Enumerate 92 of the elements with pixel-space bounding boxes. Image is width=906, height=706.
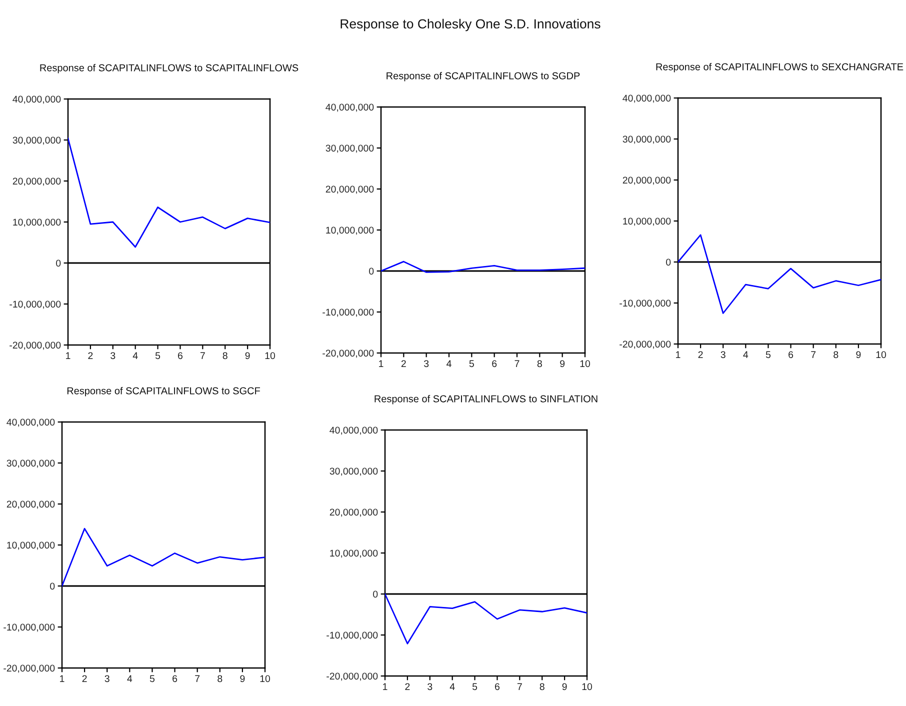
x-tick-label: 1 (383, 683, 388, 690)
y-tick-label: 10,000,000 (13, 218, 61, 227)
y-tick-label: -10,000,000 (620, 300, 671, 308)
y-tick-label: 20,000,000 (330, 508, 378, 517)
y-tick-label: 10,000,000 (326, 226, 374, 235)
x-tick-label: 2 (698, 351, 703, 358)
x-tick-label: 2 (405, 683, 410, 690)
x-tick-label: 5 (766, 351, 771, 358)
x-tick-label: 7 (517, 683, 522, 690)
x-tick-label: 8 (222, 352, 228, 360)
x-tick-label: 1 (676, 351, 680, 358)
x-tick-label: 3 (110, 352, 116, 360)
line-series (68, 138, 270, 248)
x-tick-label: 9 (245, 352, 250, 360)
x-tick-label: 6 (788, 351, 794, 358)
x-tick-label: 10 (260, 675, 270, 682)
y-tick-label: 0 (56, 260, 61, 267)
x-tick-label: 3 (104, 675, 110, 682)
y-tick-label: 10,000,000 (623, 218, 671, 226)
x-tick-label: 4 (743, 351, 748, 358)
y-tick-label: 40,000,000 (6, 418, 55, 427)
y-tick-label: 30,000,000 (330, 468, 378, 476)
y-tick-label: 10,000,000 (330, 550, 378, 558)
x-tick-label: 1 (379, 360, 384, 367)
chart-title: Response of SCAPITALINFLOWS to SINFLATION (374, 394, 598, 404)
x-tick-label: 8 (834, 351, 838, 358)
y-tick-label: 0 (369, 268, 374, 275)
y-tick-label: 0 (50, 582, 55, 590)
y-tick-label: 30,000,000 (622, 136, 671, 144)
x-tick-label: 4 (132, 352, 138, 359)
x-tick-label: 8 (218, 675, 222, 682)
y-tick-label: -20,000,000 (322, 350, 374, 358)
x-tick-label: 3 (428, 683, 432, 690)
x-tick-label: 6 (492, 360, 497, 368)
x-tick-label: 8 (540, 683, 544, 690)
y-tick-label: 40,000,000 (12, 96, 61, 104)
x-tick-label: 9 (562, 683, 567, 690)
y-tick-label: -10,000,000 (10, 300, 61, 309)
x-tick-label: 10 (580, 360, 590, 368)
x-tick-label: 6 (172, 675, 178, 682)
x-tick-label: 10 (876, 351, 886, 358)
x-tick-label: 10 (582, 683, 592, 690)
y-tick-label: 20,000,000 (622, 176, 671, 185)
chart-title: Response of SCAPITALINFLOWS to SGDP (386, 72, 580, 82)
x-tick-label: 5 (150, 675, 155, 682)
x-tick-label: 4 (450, 683, 455, 690)
y-tick-label: 30,000,000 (6, 460, 55, 468)
x-tick-label: 4 (446, 360, 452, 367)
y-tick-label: -20,000,000 (326, 672, 378, 681)
x-tick-label: 6 (495, 683, 500, 690)
x-tick-label: 1 (60, 675, 64, 682)
x-tick-label: 5 (155, 352, 160, 360)
y-tick-label: -20,000,000 (620, 340, 671, 349)
y-tick-label: 0 (373, 590, 378, 598)
y-tick-label: -10,000,000 (326, 632, 378, 640)
x-tick-label: 6 (178, 352, 182, 360)
y-tick-label: 0 (666, 258, 671, 266)
text: Response to Cholesky One S.D. Innovations (340, 18, 600, 32)
x-tick-label: 9 (240, 675, 245, 682)
chart-title: Response of SCAPITALINFLOWS to SCAPITALINFLOWS (40, 64, 298, 74)
y-tick-label: 20,000,000 (6, 500, 55, 509)
x-tick-label: 7 (200, 352, 205, 359)
chart-title: Response of SCAPITALINFLOWS to SGCF (67, 386, 260, 396)
chart-title: Response of SCAPITALINFLOWS to SEXCHANGRATE (656, 62, 904, 72)
x-tick-label: 7 (811, 351, 816, 358)
x-tick-label: 9 (560, 360, 565, 368)
x-tick-label: 4 (127, 675, 132, 682)
x-tick-label: 1 (66, 352, 70, 359)
y-tick-label: -10,000,000 (4, 624, 55, 632)
x-tick-label: 3 (720, 351, 726, 358)
y-tick-label: 40,000,000 (622, 94, 671, 103)
x-tick-label: 5 (472, 683, 478, 690)
y-tick-label: -10,000,000 (322, 308, 374, 317)
x-tick-label: 2 (82, 675, 87, 682)
y-tick-label: 10,000,000 (7, 542, 55, 550)
y-tick-label: -20,000,000 (4, 664, 55, 673)
x-tick-label: 8 (537, 360, 542, 368)
x-tick-label: 2 (401, 360, 406, 367)
x-tick-label: 3 (424, 360, 429, 368)
x-tick-label: 7 (514, 360, 520, 367)
y-tick-label: 30,000,000 (326, 144, 374, 153)
y-tick-label: 40,000,000 (326, 104, 374, 112)
x-tick-label: 2 (88, 352, 93, 359)
y-tick-label: 40,000,000 (330, 426, 378, 435)
x-tick-label: 9 (856, 351, 861, 358)
y-tick-label: 20,000,000 (326, 186, 374, 194)
x-tick-label: 7 (195, 675, 200, 682)
y-tick-label: 30,000,000 (12, 136, 61, 145)
y-tick-label: 20,000,000 (12, 178, 61, 186)
y-tick-label: -20,000,000 (10, 342, 61, 350)
x-tick-label: 10 (265, 352, 276, 360)
x-tick-label: 5 (469, 360, 474, 368)
